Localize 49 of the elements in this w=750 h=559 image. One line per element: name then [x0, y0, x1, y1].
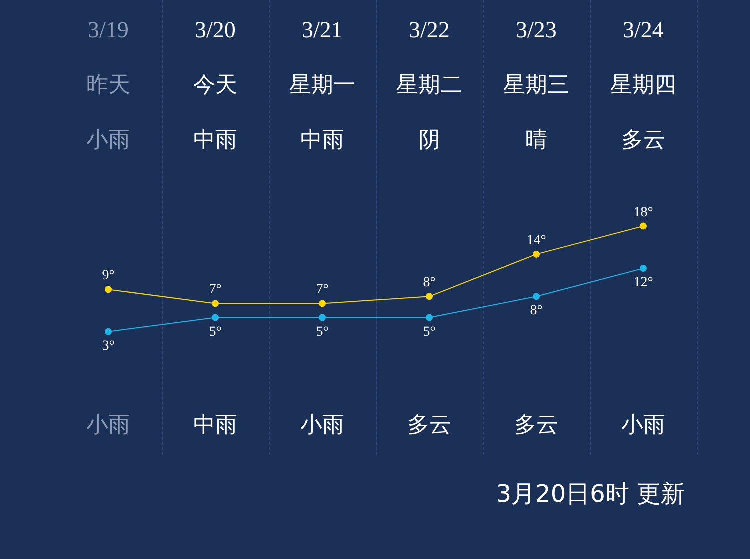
data-label: 8° [530, 304, 543, 319]
data-label: 5° [209, 324, 222, 340]
data-label: 14° [526, 233, 546, 248]
point [640, 265, 647, 272]
data-label: 9° [102, 268, 115, 284]
point [212, 300, 219, 308]
text: 3月20日6时 更新 [496, 479, 685, 510]
text: 昨天 [86, 72, 132, 100]
x-tick-label: 3/22 [409, 18, 450, 42]
data-label: 12° [634, 276, 654, 291]
x-tick-label: 3/23 [516, 18, 557, 42]
text: 中雨 [192, 412, 238, 440]
x-tick-label: 3/20 [195, 18, 236, 42]
point [640, 222, 647, 230]
point [533, 250, 540, 258]
x-tick-label: 3/21 [302, 18, 343, 42]
data-label: 5° [423, 324, 436, 340]
point [426, 293, 433, 300]
point [319, 300, 326, 308]
x-tick-label: 3/19 [88, 18, 129, 42]
text: 今天 [192, 72, 238, 100]
point [426, 314, 433, 322]
text: 晴 [524, 127, 548, 155]
x-tick-label: 3/24 [623, 18, 664, 42]
text: 阴 [418, 127, 442, 155]
text: 中雨 [192, 127, 238, 155]
text: 多云 [406, 412, 452, 440]
text: 多云 [514, 412, 560, 440]
text: 小雨 [86, 412, 132, 440]
text: 中雨 [300, 127, 346, 155]
data-label: 7° [209, 282, 222, 298]
point [212, 314, 219, 322]
text: 星期四 [610, 72, 678, 100]
point [105, 328, 112, 336]
data-label: 3° [102, 338, 115, 354]
data-label: 7° [316, 282, 329, 298]
text: 星期三 [502, 72, 570, 100]
text: 多云 [620, 127, 666, 155]
point [319, 314, 326, 322]
text: 星期一 [288, 72, 356, 100]
data-label: 8° [423, 276, 436, 291]
point [105, 286, 112, 294]
point [533, 293, 540, 300]
text: 小雨 [86, 127, 132, 155]
text: 小雨 [620, 412, 666, 440]
data-label: 18° [634, 205, 654, 220]
text: 小雨 [300, 412, 346, 440]
data-label: 5° [316, 324, 329, 340]
text: 星期二 [396, 72, 464, 100]
